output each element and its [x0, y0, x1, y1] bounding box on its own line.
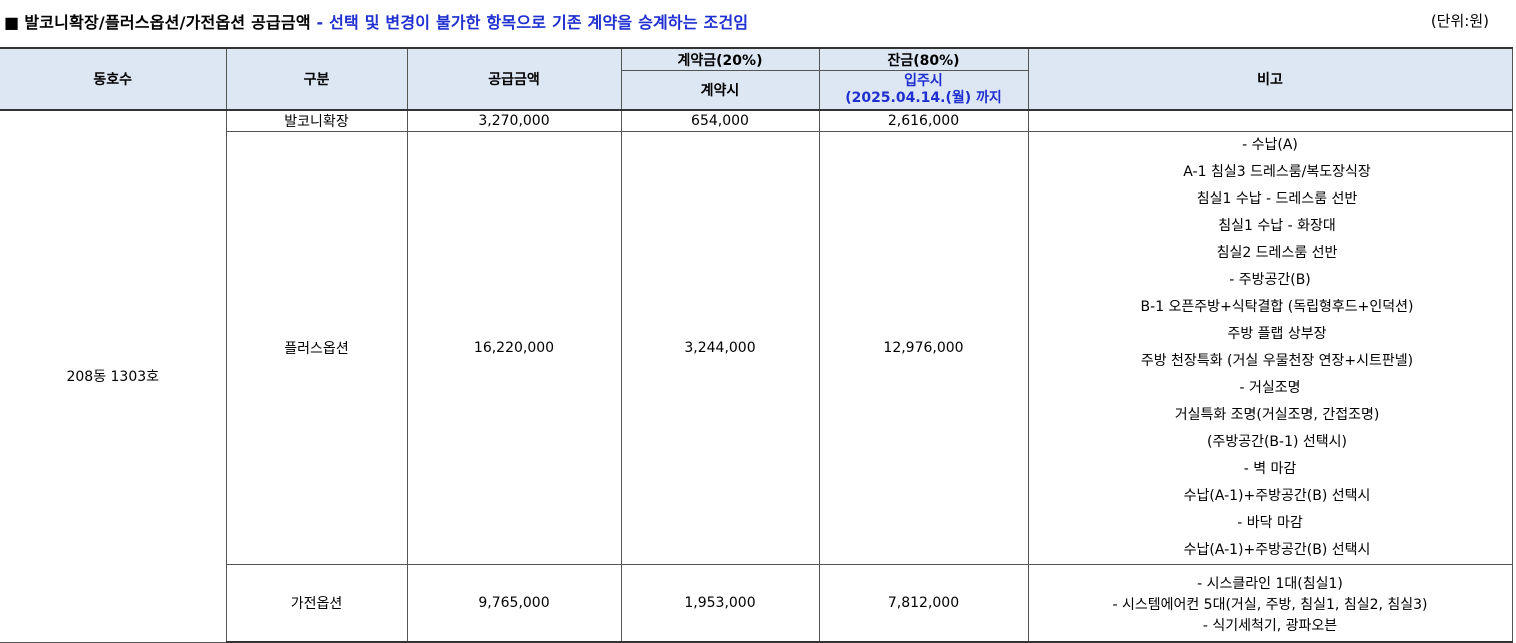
remark-line: 침실1 수납 - 드레스룸 선반	[1196, 191, 1358, 207]
cell-deposit: 3,244,000	[620, 131, 820, 565]
unit-label: (단위:원)	[1430, 12, 1489, 30]
cell-deposit: 654,000	[620, 109, 820, 132]
remark-line: A-1 침실3 드레스룸/복도장식장	[1183, 164, 1371, 180]
cell-remarks	[1027, 109, 1513, 132]
header-remarks: 비고	[1027, 47, 1513, 111]
remark-line: - 거실조명	[1239, 380, 1301, 396]
header-row-1: 동호수 구분 공급금액 계약금(20%) 잔금(80%) 비고	[0, 47, 1513, 111]
cell-category: 발코니확장	[225, 109, 408, 132]
remark-line: 침실1 수납 - 화장대	[1218, 218, 1336, 234]
remark-line: 수납(A-1)+주방공간(B) 선택시	[1183, 542, 1371, 558]
bullet-square-icon: ■	[4, 13, 20, 32]
cell-remarks: - 수납(A) A-1 침실3 드레스룸/복도장식장 침실1 수납 - 드레스룸…	[1027, 131, 1513, 565]
table-row-balcony: 208동 1303호 발코니확장 3,270,000 654,000 2,616…	[0, 109, 1513, 643]
table-row-plus-option: 플러스옵션 16,220,000 3,244,000 12,976,000 - …	[0, 131, 1513, 565]
remark-line: 주방 플랩 상부장	[1227, 326, 1327, 342]
cell-balance: 12,976,000	[818, 131, 1029, 565]
remark-line: - 식기세척기, 광파오븐	[1202, 617, 1338, 634]
header-balance-sub-line1: 입주시	[904, 73, 943, 89]
header-row-2: 계약시 입주시 (2025.04.14.(월) 까지	[0, 70, 1512, 111]
remark-line: 주방 천장특화 (거실 우물천장 연장+시트판넬)	[1140, 353, 1414, 369]
cell-balance: 7,812,000	[818, 564, 1029, 643]
cell-amount: 16,220,000	[406, 131, 622, 565]
unit-cell: 208동 1303호	[0, 109, 227, 643]
header-balance-sub-line2: (2025.04.14.(월) 까지	[845, 90, 1002, 106]
remark-line: 침실2 드레스룸 선반	[1216, 245, 1338, 261]
table-row-appliance-option: 가전옵션 9,765,000 1,953,000 7,812,000 - 시스클…	[0, 564, 1513, 643]
page-title: ■ 발코니확장/플러스옵션/가전옵션 공급금액 - 선택 및 변경이 불가한 항목…	[4, 9, 748, 33]
cell-balance: 2,616,000	[818, 109, 1029, 132]
remark-line: - 바닥 마감	[1237, 515, 1303, 531]
header-amount: 공급금액	[406, 47, 622, 111]
header-deposit-sub: 계약시	[620, 70, 820, 111]
cell-deposit: 1,953,000	[620, 564, 820, 643]
supply-price-table: 동호수 구분 공급금액 계약금(20%) 잔금(80%) 비고 계약시 입주시 …	[0, 47, 1513, 643]
header-balance-group: 잔금(80%)	[818, 47, 1029, 71]
title-bar: ■ 발코니확장/플러스옵션/가전옵션 공급금액 - 선택 및 변경이 불가한 항목…	[0, 0, 1516, 40]
remark-line: B-1 오픈주방+식탁결합 (독립형후드+인덕션)	[1140, 299, 1414, 315]
header-deposit-group: 계약금(20%)	[620, 47, 820, 71]
cell-category: 플러스옵션	[225, 131, 408, 565]
title-main: 발코니확장/플러스옵션/가전옵션 공급금액	[24, 13, 311, 32]
remark-line: (주방공간(B-1) 선택시)	[1206, 434, 1348, 450]
cell-amount: 9,765,000	[406, 564, 622, 643]
remark-line: - 주방공간(B)	[1229, 272, 1311, 288]
header-category: 구분	[225, 47, 408, 111]
header-dong: 동호수	[0, 47, 227, 111]
cell-category: 가전옵션	[225, 564, 408, 643]
title-note: - 선택 및 변경이 불가한 항목으로 기존 계약을 승계하는 조건임	[310, 13, 749, 32]
cell-amount: 3,270,000	[406, 109, 622, 132]
remark-line: 수납(A-1)+주방공간(B) 선택시	[1183, 488, 1371, 504]
remarks-list-plus: - 수납(A) A-1 침실3 드레스룸/복도장식장 침실1 수납 - 드레스룸…	[1029, 132, 1512, 564]
remark-line: - 시스클라인 1대(침실1)	[1197, 575, 1343, 592]
remark-line: 거실특화 조명(거실조명, 간접조명)	[1174, 407, 1380, 423]
cell-remarks: - 시스클라인 1대(침실1) - 시스템에어컨 5대(거실, 주방, 침실1,…	[1027, 564, 1513, 643]
header-balance-sub: 입주시 (2025.04.14.(월) 까지	[818, 70, 1029, 111]
remark-line: - 수납(A)	[1242, 137, 1298, 153]
remark-line: - 시스템에어컨 5대(거실, 주방, 침실1, 침실2, 침실3)	[1112, 596, 1428, 613]
remark-line: - 벽 마감	[1243, 461, 1297, 477]
